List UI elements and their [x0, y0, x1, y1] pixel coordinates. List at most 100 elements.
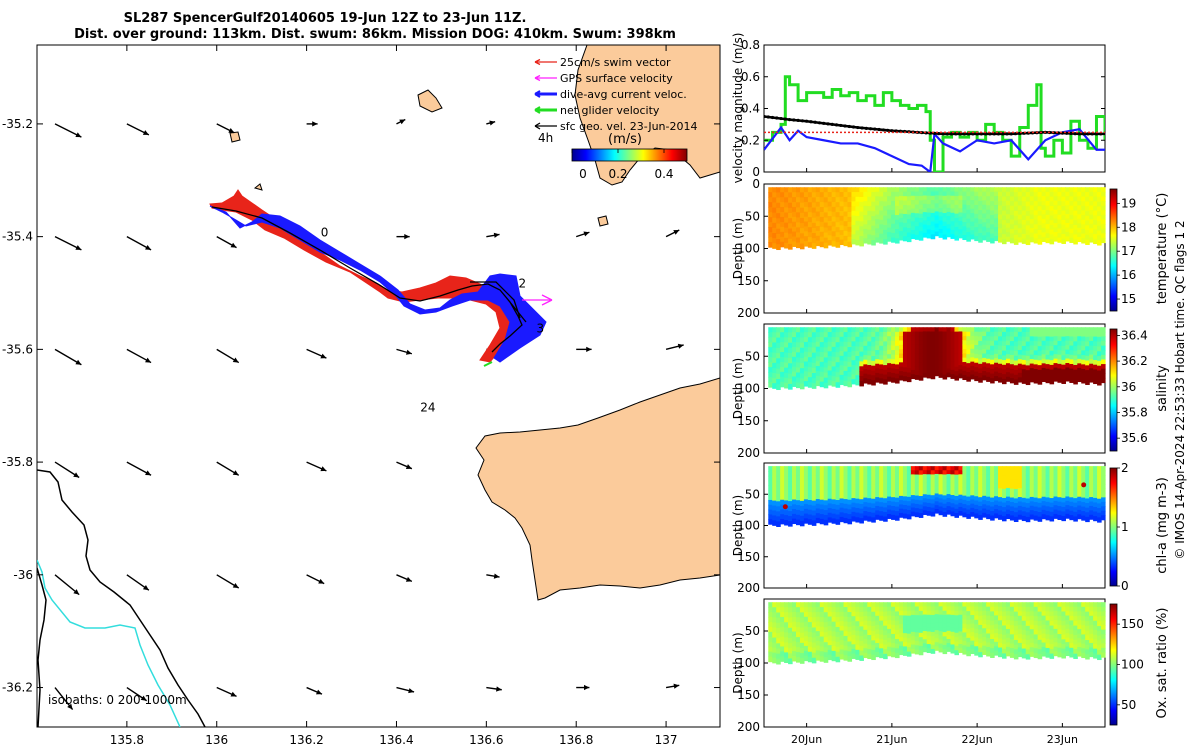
section-cell: [859, 346, 864, 353]
section-cell: [1001, 630, 1007, 636]
section-cell: [891, 479, 896, 485]
section-cell: [851, 336, 857, 342]
section-cell: [1029, 232, 1035, 238]
section-cell: [776, 612, 781, 619]
section-cell: [875, 214, 880, 220]
section-cell: [942, 640, 948, 646]
section-cell: [1049, 620, 1055, 627]
section-cell: [990, 373, 995, 379]
section-cell: [784, 652, 789, 658]
section-cell: [1065, 619, 1070, 625]
section-cell: [982, 606, 987, 612]
section-cell: [1077, 358, 1082, 364]
section-cell: [978, 474, 983, 481]
section-cell: [998, 345, 1003, 351]
section-cell: [851, 611, 857, 617]
section-cell: [839, 365, 845, 371]
section-cell: [1005, 492, 1011, 498]
section-cell: [1089, 651, 1094, 658]
section-cell: [902, 362, 908, 368]
section-cell: [926, 199, 932, 205]
section-cell: [895, 502, 900, 508]
section-colorbar-tick-label: 15: [1121, 292, 1136, 306]
section-cell: [819, 490, 825, 496]
section-cell: [1033, 620, 1039, 626]
section-cell: [1101, 652, 1106, 658]
section-cell: [891, 223, 896, 229]
section-y-tick-label: 50: [745, 624, 760, 638]
section-cell: [954, 209, 960, 215]
section-cell: [1061, 630, 1066, 636]
section-cell: [795, 337, 801, 343]
map-colorbar-tick-label: 0.4: [654, 167, 673, 181]
section-cell: [994, 606, 999, 612]
section-cell: [883, 516, 888, 522]
figure-title-line1: SL287 SpencerGulf20140605 19-Jun 12Z to …: [124, 11, 527, 26]
section-cell: [1065, 331, 1070, 337]
section-cell: [867, 355, 872, 361]
section-cell: [859, 380, 864, 387]
section-cell: [898, 371, 904, 377]
section-cell: [930, 225, 936, 231]
section-cell: [768, 621, 773, 628]
section-cell: [891, 633, 896, 640]
section-cell: [950, 229, 956, 235]
section-cell: [938, 602, 944, 607]
section-cell: [819, 621, 825, 628]
section-cell: [910, 614, 916, 620]
section-cell: [986, 196, 991, 202]
section-cell: [847, 631, 853, 638]
section-cell: [970, 623, 975, 629]
section-cell: [879, 484, 884, 490]
section-cell: [772, 602, 777, 608]
section-cell: [962, 641, 967, 646]
section-cell: [946, 372, 952, 378]
section-cell: [835, 332, 841, 338]
map-y-tick-label: -36.2: [2, 681, 33, 695]
sfc-geo-vel-point: [843, 124, 847, 128]
section-cell: [1085, 351, 1090, 357]
section-cell: [970, 353, 975, 358]
section-cell: [1033, 639, 1039, 645]
arrow-icon: [126, 348, 152, 364]
section-cell: [1045, 205, 1051, 211]
section-cell: [902, 500, 908, 506]
section-cell: [823, 495, 829, 501]
section-cell: [1089, 505, 1094, 511]
section-cell: [914, 213, 920, 219]
section-cell: [1097, 225, 1102, 232]
section-cell: [1069, 506, 1074, 512]
section-cell: [1081, 515, 1086, 521]
section-cell: [1005, 646, 1011, 652]
section-cell: [788, 332, 793, 339]
section-cell: [859, 480, 864, 486]
section-cell: [1021, 345, 1027, 352]
section-cell: [906, 509, 912, 515]
section-cell: [1057, 200, 1063, 207]
section-cell: [823, 372, 829, 379]
velocity-y-tick-label: 0.4: [741, 102, 760, 116]
section-cell: [871, 621, 876, 627]
section-cell: [871, 216, 876, 222]
section-cell: [930, 640, 936, 646]
section-cell: [1021, 625, 1027, 631]
section-cell: [1073, 210, 1078, 217]
section-cell: [839, 516, 845, 523]
section-cell: [784, 480, 789, 487]
section-cell: [768, 509, 773, 516]
section-cell: [883, 616, 888, 622]
section-cell: [1085, 493, 1090, 500]
section-cell: [784, 612, 789, 618]
section-cell: [843, 517, 849, 524]
section-cell: [970, 627, 975, 633]
section-cell: [978, 354, 983, 360]
section-cell: [795, 207, 801, 213]
section-cell: [780, 607, 785, 613]
section-cell: [883, 606, 888, 613]
section-cell: [839, 649, 845, 655]
section-cell: [863, 620, 868, 626]
section-cell: [772, 480, 777, 487]
section-cell: [942, 208, 948, 214]
section-cell: [792, 499, 797, 505]
section-cell: [823, 357, 829, 364]
